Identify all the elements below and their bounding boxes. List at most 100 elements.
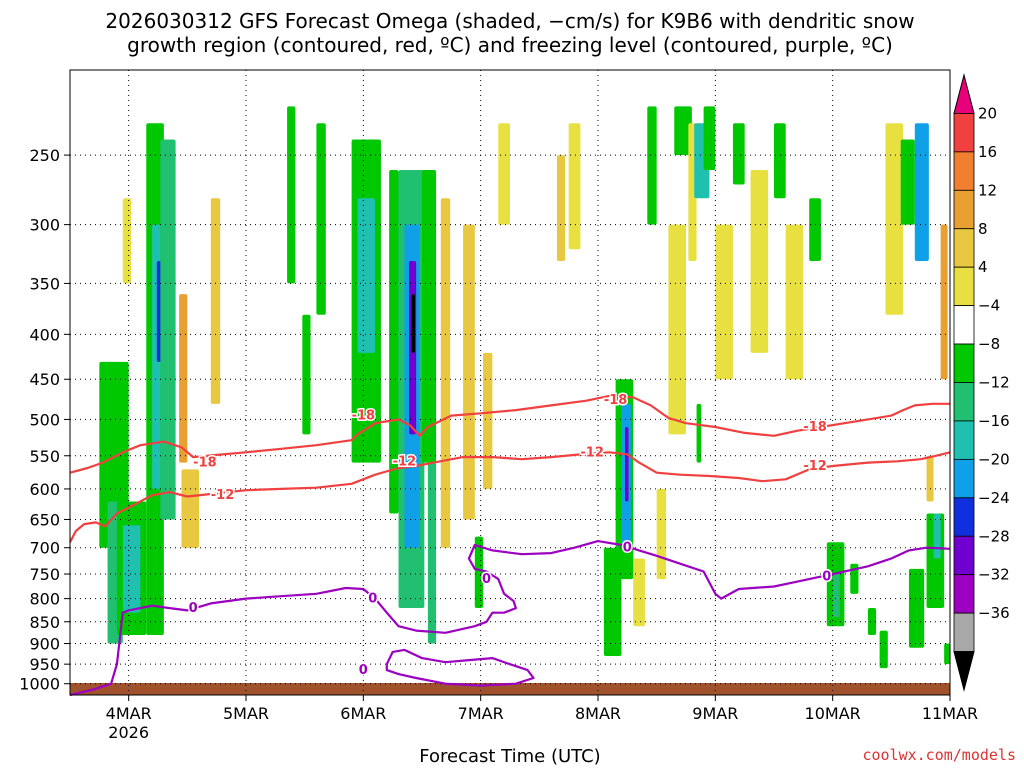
omega-cell-36: [647, 106, 657, 225]
omega-cell-56: [900, 139, 915, 225]
chart-title-line-2: growth region (contoured, red, ºC) and f…: [127, 33, 893, 57]
colorbar-top-triangle: [953, 73, 975, 114]
x-tick-label-7MAR: 7MAR: [458, 704, 504, 723]
contour-label--18-2: -18: [604, 393, 628, 408]
contour-label-0-4: 0: [822, 570, 831, 585]
omega-cell-39: [674, 106, 692, 156]
x-tick-label-5MAR: 5MAR: [223, 704, 269, 723]
omega-cell-44: [715, 224, 733, 380]
contour-line-0: [69, 540, 951, 697]
omega-cell-16: [357, 198, 376, 353]
plot-area: -18 -18 -18 -18 -12 -12 -12 -12 0 0 0 0 0 0: [69, 69, 951, 697]
y-tick-label-550: 550: [29, 447, 60, 466]
contour-label--18-0: -18: [193, 456, 217, 471]
y-tick-label-450: 450: [29, 370, 60, 389]
omega-shading: [99, 106, 950, 669]
omega-cell-61: [933, 513, 941, 559]
contour-line--18: [69, 394, 950, 474]
colorbar-label-0: 20: [978, 104, 997, 122]
colorbar: 20 16 12 8 4 −4 −8 −12 −16 −20 −24 −28 −32 −36: [953, 73, 1010, 692]
omega-cell-7: [160, 139, 176, 520]
colorbar-band-13: [953, 574, 975, 614]
omega-cell-51: [832, 574, 840, 618]
y-tick-label-750: 750: [29, 565, 60, 584]
omega-cell-48: [785, 224, 804, 380]
omega-cell-30: [568, 123, 581, 250]
y-tick-label-350: 350: [29, 274, 60, 293]
colorbar-label-2: 12: [978, 181, 997, 199]
chart-title-line-1: 2026030312 GFS Forecast Omega (shaded, −…: [105, 9, 914, 33]
contour-label-0-3: 0: [623, 541, 632, 556]
omega-cell-59: [926, 455, 934, 502]
y-tick-label-400: 400: [29, 325, 60, 344]
x-tick-sublabel-4MAR: 2026: [108, 723, 149, 742]
colorbar-band-12: [953, 535, 975, 576]
omega-cell-27: [483, 352, 493, 489]
omega-cell-14: [316, 123, 326, 315]
omega-cell-13: [302, 314, 311, 435]
colorbar-band-8: [953, 382, 975, 422]
omega-cell-37: [656, 488, 667, 580]
omega-cell-54: [879, 630, 888, 669]
y-tick-label-800: 800: [29, 590, 60, 609]
contour-label-0-5: 0: [359, 663, 368, 678]
y-tick-label-500: 500: [29, 410, 60, 429]
credit-text: coolwx.com/models: [862, 746, 1016, 764]
omega-cell-63: [944, 643, 950, 665]
colorbar-band-9: [953, 420, 975, 460]
x-tick-label-6MAR: 6MAR: [340, 704, 386, 723]
plot-frame: [69, 69, 951, 696]
omega-cell-57: [908, 568, 925, 648]
omega-cell-17: [389, 170, 399, 514]
contour-line-0-closed: [385, 648, 535, 687]
y-axis: 250 300 350 400 450 500 550 600 650 700 750 800 850 9…: [19, 146, 70, 694]
y-tick-label-300: 300: [29, 216, 60, 235]
y-tick-label-700: 700: [29, 539, 60, 558]
colorbar-label-11: −28: [978, 527, 1010, 545]
omega-cell-55: [885, 123, 904, 315]
contour-label-0-0: 0: [189, 601, 198, 616]
colorbar-label-4: 4: [978, 258, 988, 276]
omega-cell-22: [422, 170, 437, 463]
colorbar-band-2: [953, 151, 975, 191]
x-tick-label-9MAR: 9MAR: [692, 704, 738, 723]
colorbar-label-1: 16: [978, 143, 997, 161]
omega-cell-23: [427, 462, 437, 644]
colorbar-band-4: [953, 228, 975, 268]
colorbar-label-5: −4: [978, 297, 1000, 315]
omega-cell-21: [411, 294, 415, 353]
omega-cell-0: [99, 361, 129, 548]
colorbar-band-5: [953, 266, 975, 307]
x-axis-title: Forecast Time (UTC): [419, 746, 600, 767]
colorbar-label-13: −36: [978, 604, 1010, 622]
colorbar-bottom-triangle: [953, 651, 975, 692]
ground-surface: [70, 683, 950, 695]
contour-label--18-3: -18: [803, 420, 827, 435]
contour-label--18-1: -18: [352, 409, 376, 424]
colorbar-band-10: [953, 458, 975, 499]
y-tick-label-900: 900: [29, 635, 60, 654]
contour-label-0-2: 0: [482, 572, 491, 587]
colorbar-band-1: [953, 113, 975, 153]
y-tick-label-950: 950: [29, 655, 60, 674]
contours: -18 -18 -18 -18 -12 -12 -12 -12 0 0 0 0 0 0: [69, 391, 951, 697]
omega-cell-58: [914, 123, 929, 261]
omega-cell-9: [181, 469, 200, 548]
contour-label--12-1: -12: [393, 454, 417, 469]
colorbar-band-11: [953, 497, 975, 537]
y-tick-label-1000: 1000: [19, 675, 60, 694]
omega-cell-43: [703, 106, 716, 171]
omega-cell-53: [867, 608, 877, 635]
colorbar-band-14: [953, 612, 975, 652]
omega-cell-42: [696, 403, 702, 463]
y-tick-label-850: 850: [29, 613, 60, 632]
contour-label-0-1: 0: [368, 592, 377, 607]
omega-cell-35: [633, 558, 645, 627]
omega-cell-45: [732, 123, 745, 185]
omega-cell-52: [850, 563, 859, 594]
omega-cell-25: [463, 224, 475, 520]
colorbar-band-6: [953, 305, 975, 345]
omega-cell-62: [940, 224, 948, 380]
colorbar-band-7: [953, 343, 975, 383]
